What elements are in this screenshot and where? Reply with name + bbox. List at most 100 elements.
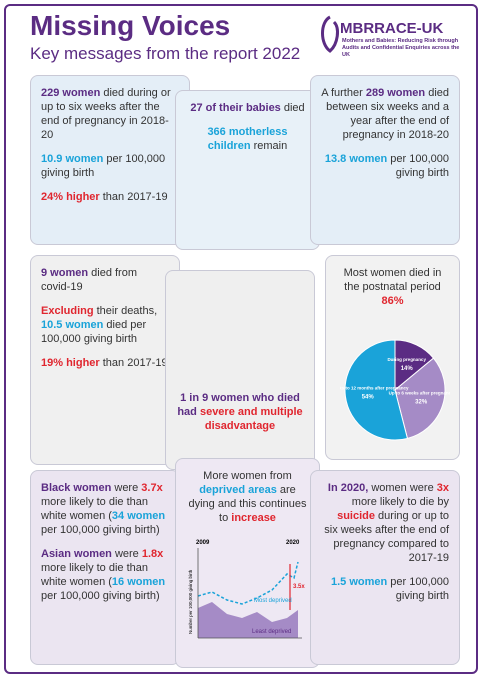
paragraph: 19% higher than 2017-19	[41, 356, 169, 370]
text: more likely to die than white women (	[41, 562, 148, 588]
text: 19% higher	[41, 357, 100, 369]
text: 24% higher	[41, 191, 100, 203]
logo-tagline: Mothers and Babies: Reducing Risk throug…	[342, 38, 460, 58]
text: 9 women	[41, 267, 89, 279]
text: per 100,000 giving birth	[387, 153, 449, 179]
text: more likely to die than white women (	[41, 496, 148, 522]
panel: 1 in 9 women who died had severe and mul…	[165, 270, 315, 470]
text: In 2020,	[327, 482, 369, 494]
text: 13.8 women	[324, 153, 388, 165]
text: 366 motherless children	[207, 126, 288, 152]
text: increase	[231, 512, 276, 524]
paragraph: 229 women died during or up to six weeks…	[41, 86, 179, 142]
annotation: 3.5x	[293, 584, 305, 590]
text: died from covid-19	[41, 267, 137, 293]
most-deprived-line	[197, 561, 299, 605]
slice-label: 54%	[362, 394, 375, 400]
logo-mark	[321, 15, 339, 53]
panel: In 2020, women were 3x more likely to di…	[310, 470, 460, 665]
text: 10.9 women	[41, 153, 104, 165]
paragraph: Asian women were 1.8x more likely to die…	[41, 547, 169, 603]
text: than 2017-19	[99, 357, 168, 369]
text: died between six weeks and a year after …	[326, 87, 449, 141]
paragraph: 24% higher than 2017-19	[41, 190, 179, 204]
slice-category: 6 weeks to 12 months after pregnancy	[340, 385, 409, 390]
text: were	[111, 482, 142, 494]
paragraph: 1 in 9 women who died had severe and mul…	[176, 391, 304, 433]
text: 3.7x	[141, 482, 163, 494]
y-label: Number per 100,000 giving birth	[188, 569, 193, 634]
text: 3x	[436, 482, 449, 494]
text: died per 100,000 giving birth	[41, 319, 147, 345]
text: 1.8x	[141, 548, 164, 560]
text: 1.5 women	[330, 576, 388, 588]
panel: A further 289 women died between six wee…	[310, 75, 460, 245]
slice-label: 32%	[415, 399, 428, 405]
paragraph: 9 women died from covid-19	[41, 266, 169, 294]
text: A further	[321, 87, 366, 99]
text: per 100,000 giving birth)	[41, 524, 160, 536]
text: deprived areas	[199, 484, 277, 496]
paragraph: 1.5 women per 100,000 giving birth	[321, 575, 449, 603]
paragraph: Excluding their deaths, 10.5 women died …	[41, 304, 169, 346]
least-deprived-area	[198, 602, 298, 638]
paragraph: 10.9 women per 100,000 giving birth	[41, 152, 179, 180]
text: 86%	[381, 295, 404, 307]
slice-category: Up to 6 weeks after pregnancy	[389, 390, 450, 395]
paragraph: More women from deprived areas are dying…	[186, 469, 309, 525]
paragraph: A further 289 women died between six wee…	[321, 86, 449, 142]
series-label: Most deprived	[254, 598, 292, 604]
text: Excluding	[41, 305, 94, 317]
x-label: 2009	[196, 540, 210, 546]
text: during or up to six weeks after the end …	[324, 510, 449, 564]
text: 27 of their babies	[190, 102, 281, 114]
text: Black women	[41, 482, 112, 494]
paragraph: In 2020, women were 3x more likely to di…	[321, 481, 449, 565]
slice-category: During pregnancy	[387, 357, 426, 362]
text: than 2017-19	[99, 191, 168, 203]
pie-slice	[344, 339, 409, 441]
paragraph: 13.8 women per 100,000 giving birth	[321, 152, 449, 180]
subtitle: Key messages from the report 2022	[30, 44, 301, 63]
text: 229 women	[41, 87, 101, 99]
text: 16 women	[111, 576, 166, 588]
text: were	[111, 548, 142, 560]
text: women were	[368, 482, 437, 494]
paragraph: 27 of their babies died	[186, 101, 309, 115]
pie-slice	[394, 357, 446, 440]
text: their deaths,	[93, 305, 158, 317]
panel: Black women were 3.7x more likely to die…	[30, 470, 180, 665]
paragraph: Most women died in the postnatal period …	[336, 266, 449, 308]
text: 1 in 9 women who died had	[177, 392, 300, 418]
text: per 100,000 giving birth)	[41, 590, 160, 602]
frame	[4, 4, 478, 674]
deprivation-chart: 2009 2020 Number per 100,000 giving birt…	[188, 540, 305, 639]
text: More women from	[203, 470, 292, 482]
text: 10.5 women	[41, 319, 104, 331]
series-label: Least deprived	[252, 629, 291, 635]
text: more likely to die by	[351, 496, 449, 508]
text: died	[280, 102, 305, 114]
text: Asian women	[41, 548, 112, 560]
pie-chart: During pregnancy 14% Up to 6 weeks after p…	[340, 339, 450, 441]
text: suicide	[337, 510, 375, 522]
text: died during or up to six weeks after the…	[41, 87, 171, 141]
text: per 100,000 giving birth	[41, 153, 166, 179]
text: are dying and this continues to	[188, 484, 307, 524]
text: per 100,000 giving birth	[387, 576, 449, 602]
text: Most women died in the postnatal period	[343, 267, 442, 293]
text: 34 women	[111, 510, 166, 522]
text: severe and multiple disadvantage	[199, 406, 303, 432]
text: remain	[250, 140, 288, 152]
title: Missing Voices	[30, 10, 231, 41]
panel: 229 women died during or up to six weeks…	[30, 75, 190, 245]
panel: 9 women died from covid-19 Excluding thei…	[30, 255, 180, 465]
x-label: 2020	[286, 540, 300, 546]
slice-label: 14%	[401, 366, 414, 372]
paragraph: 366 motherless children remain	[186, 125, 309, 153]
logo-name: MBRRACE-UK	[340, 20, 444, 37]
text: 289 women	[365, 87, 426, 99]
paragraph: Black women were 3.7x more likely to die…	[41, 481, 169, 537]
panel: 27 of their babies died 366 motherless ch…	[175, 90, 320, 250]
